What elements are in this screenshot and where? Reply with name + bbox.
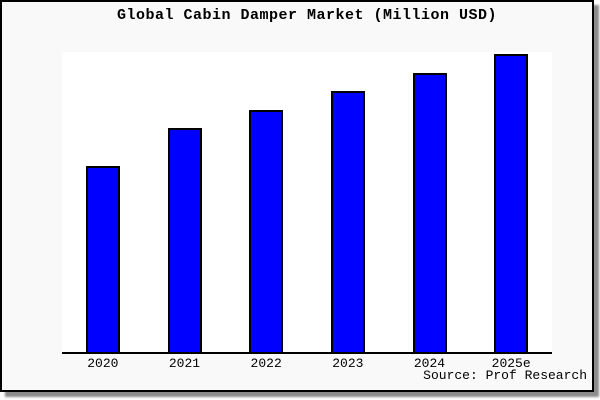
bar-2025e (494, 53, 529, 352)
x-axis-labels: 2020 2021 2022 2023 2024 2025e (62, 356, 552, 372)
chart-frame: Global Cabin Damper Market (Million USD)… (0, 0, 594, 392)
x-tick-label-2023: 2023 (332, 356, 364, 371)
bar-2020 (85, 165, 120, 352)
bar-2024 (412, 72, 447, 352)
bar-2021 (167, 128, 202, 352)
bar-2022 (249, 109, 284, 352)
chart-title: Global Cabin Damper Market (Million USD) (116, 7, 498, 24)
x-tick-label-2024: 2024 (413, 356, 446, 371)
x-tick-label-2022: 2022 (250, 356, 282, 371)
x-tick-label-2021: 2021 (168, 356, 201, 371)
x-tick-label-2025e: 2025e (491, 356, 531, 371)
source-note: Source: Prof Research (423, 368, 587, 383)
bar-2023 (330, 91, 365, 352)
x-tick-label-2020: 2020 (87, 356, 119, 371)
x-axis-line (62, 352, 552, 354)
plot-area (62, 52, 552, 352)
